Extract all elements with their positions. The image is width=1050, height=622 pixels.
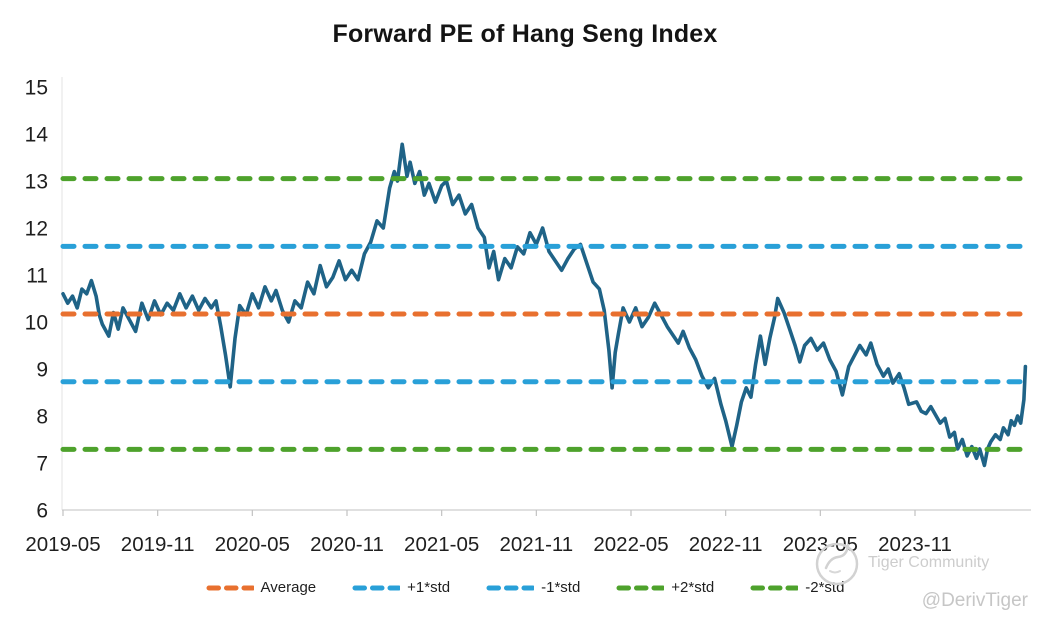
legend-swatch-minus1std xyxy=(486,585,535,590)
x-tick-label: 2023-11 xyxy=(878,533,952,556)
y-tick-label: 14 xyxy=(25,124,49,147)
legend-item-minus1std: -1*std xyxy=(486,579,580,596)
legend-item-average: Average xyxy=(206,579,317,596)
legend-item-plus1std: +1*std xyxy=(352,579,450,596)
y-tick-label: 13 xyxy=(25,171,48,194)
legend-swatch-plus1std xyxy=(352,585,401,590)
y-tick-label: 8 xyxy=(36,406,48,429)
y-tick-label: 6 xyxy=(36,500,48,523)
chart-legend: Average +1*std -1*std +2*std -2*std xyxy=(0,579,1050,596)
y-tick-label: 15 xyxy=(25,77,48,100)
legend-item-minus2std: -2*std xyxy=(750,579,844,596)
legend-label-average: Average xyxy=(260,579,317,596)
x-tick-label: 2020-05 xyxy=(215,533,290,556)
chart-title: Forward PE of Hang Seng Index xyxy=(332,20,718,48)
legend-label-minus2std: -2*std xyxy=(805,579,845,596)
legend-item-plus2std: +2*std xyxy=(616,579,714,596)
legend-swatch-plus2std xyxy=(616,585,665,590)
y-tick-label: 7 xyxy=(36,453,48,476)
legend-label-plus1std: +1*std xyxy=(407,579,451,596)
y-tick-label: 11 xyxy=(26,265,48,288)
legend-label-minus1std: -1*std xyxy=(541,579,581,596)
legend-label-plus2std: +2*std xyxy=(671,579,715,596)
y-tick-label: 10 xyxy=(25,312,48,335)
x-tick-label: 2023-05 xyxy=(783,533,858,556)
legend-swatch-minus2std xyxy=(750,585,799,590)
x-tick-label: 2020-11 xyxy=(310,533,384,556)
x-tick-label: 2022-05 xyxy=(593,533,668,556)
x-tick-label: 2019-05 xyxy=(25,533,100,556)
y-tick-label: 12 xyxy=(25,218,48,241)
legend-swatch-average xyxy=(206,585,254,590)
x-tick-label: 2022-11 xyxy=(689,533,763,556)
x-tick-label: 2021-11 xyxy=(499,533,573,556)
series-line-forward-pe xyxy=(61,142,1028,468)
x-tick-label: 2021-05 xyxy=(404,533,479,556)
y-tick-label: 9 xyxy=(36,359,48,382)
x-tick-label: 2019-11 xyxy=(121,533,195,556)
